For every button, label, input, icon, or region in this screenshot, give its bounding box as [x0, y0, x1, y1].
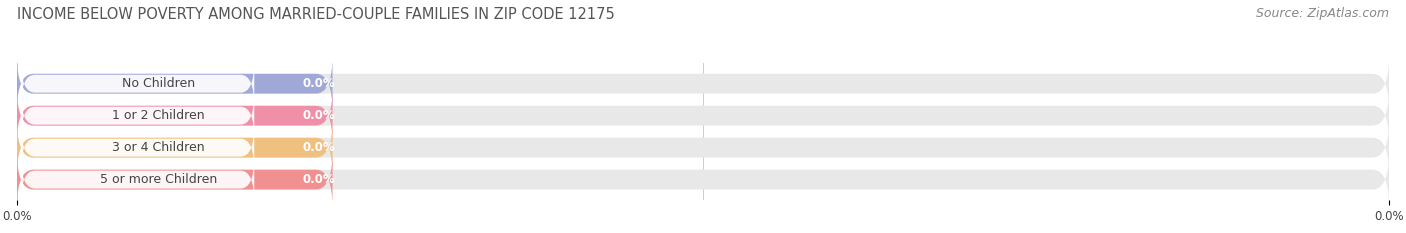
FancyBboxPatch shape [21, 61, 254, 107]
FancyBboxPatch shape [17, 119, 332, 176]
Text: INCOME BELOW POVERTY AMONG MARRIED-COUPLE FAMILIES IN ZIP CODE 12175: INCOME BELOW POVERTY AMONG MARRIED-COUPL… [17, 7, 614, 22]
Text: 0.0%: 0.0% [302, 173, 335, 186]
FancyBboxPatch shape [17, 151, 332, 208]
Text: Source: ZipAtlas.com: Source: ZipAtlas.com [1256, 7, 1389, 20]
Text: 0.0%: 0.0% [302, 141, 335, 154]
FancyBboxPatch shape [17, 119, 1389, 176]
Text: 3 or 4 Children: 3 or 4 Children [112, 141, 204, 154]
Text: 5 or more Children: 5 or more Children [100, 173, 217, 186]
FancyBboxPatch shape [21, 93, 254, 139]
FancyBboxPatch shape [17, 55, 1389, 112]
FancyBboxPatch shape [21, 157, 254, 203]
Text: 0.0%: 0.0% [302, 109, 335, 122]
FancyBboxPatch shape [17, 55, 332, 112]
Text: 1 or 2 Children: 1 or 2 Children [112, 109, 204, 122]
FancyBboxPatch shape [17, 87, 332, 144]
FancyBboxPatch shape [17, 87, 1389, 144]
Text: No Children: No Children [122, 77, 195, 90]
Text: 0.0%: 0.0% [302, 77, 335, 90]
FancyBboxPatch shape [21, 125, 254, 171]
FancyBboxPatch shape [17, 151, 1389, 208]
